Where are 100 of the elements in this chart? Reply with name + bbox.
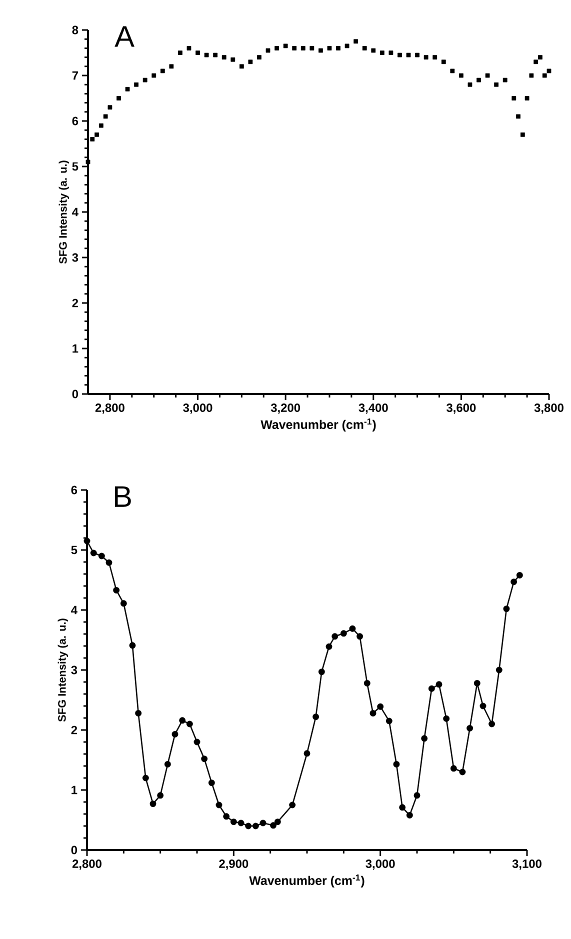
point [230,818,237,826]
point [432,55,438,60]
point [245,822,252,830]
point [318,668,325,676]
point [208,780,215,786]
point [90,137,95,142]
point [340,630,347,637]
point [512,96,516,100]
point [120,600,127,607]
point [98,123,104,128]
y-tick-label: 4 [71,606,78,614]
point [157,792,164,799]
x-tick-label: 2,800 [72,860,102,870]
y-tick-label: 0 [72,390,78,398]
y-tick-label: 1 [72,786,78,794]
point [424,55,428,60]
point [300,46,306,50]
x-tick-label: 3,400 [358,404,388,414]
point [436,681,442,688]
y-tick-label: 6 [72,116,78,126]
y-tick-label: 5 [72,162,78,171]
point [468,82,472,87]
y-tick-label: 3 [72,253,78,262]
point [103,114,108,119]
point [289,802,296,808]
annotation: A [114,26,134,47]
y-tick-label: 2 [71,726,78,734]
point [364,680,370,686]
point [172,730,178,738]
y-axis-title: SFG Intensity (a. u.) [58,160,69,264]
point [415,52,420,58]
point [164,760,171,768]
x-axis-title: Wavenumber (cm$^{-1}$) [260,418,376,432]
point [216,802,222,808]
y-tick-label: 2 [72,298,78,308]
point [186,46,192,50]
y-tick-label: 4 [72,208,78,216]
x-tick-label: 2,900 [219,860,248,870]
point [538,55,542,60]
point [204,52,209,58]
point [312,714,320,720]
y-tick-label: 7 [72,71,78,80]
point [480,702,486,710]
point [450,765,457,772]
point [142,774,149,782]
point [90,550,97,556]
y-tick-label: 6 [71,486,78,494]
point [108,105,112,110]
x-tick-label: 3,000 [366,860,395,870]
point [129,642,136,649]
point [86,160,90,164]
point [398,52,402,58]
point [142,78,148,82]
y-tick-label: 8 [72,26,78,34]
point [239,64,244,69]
point [152,73,156,78]
point [520,132,525,137]
point [106,559,112,566]
point [516,572,523,578]
point [546,68,552,74]
point [421,735,428,742]
point [292,46,297,50]
point [179,717,186,724]
point [332,633,338,640]
point [94,132,99,137]
point [169,64,174,69]
point [406,812,413,818]
x-axis-title: Wavenumber (cm$^{-1}$) [249,874,364,888]
point [135,710,142,716]
point [196,50,200,55]
point [222,55,226,60]
point [441,60,446,64]
point [230,57,236,62]
point [260,820,266,826]
point [476,78,481,82]
annotation: B [114,486,131,507]
point [283,44,288,48]
x-tick-label: 3,200 [270,404,300,414]
point [223,813,230,820]
point [270,822,277,829]
point [160,68,165,74]
point [399,804,406,811]
point [84,538,90,544]
point [388,50,394,55]
point [326,643,332,650]
point [134,82,138,87]
y-tick-label: 5 [71,546,78,554]
point [377,703,384,710]
point [201,756,208,762]
point [516,114,520,119]
point [178,50,182,55]
point [529,73,534,78]
point [356,633,364,640]
point [450,68,455,74]
x-tick-label: 2,800 [95,404,124,414]
point [466,724,474,732]
point [414,792,420,799]
point [474,680,480,686]
point [349,625,356,632]
y-axis-title: SFG Intensity (a. u.) [58,618,68,722]
